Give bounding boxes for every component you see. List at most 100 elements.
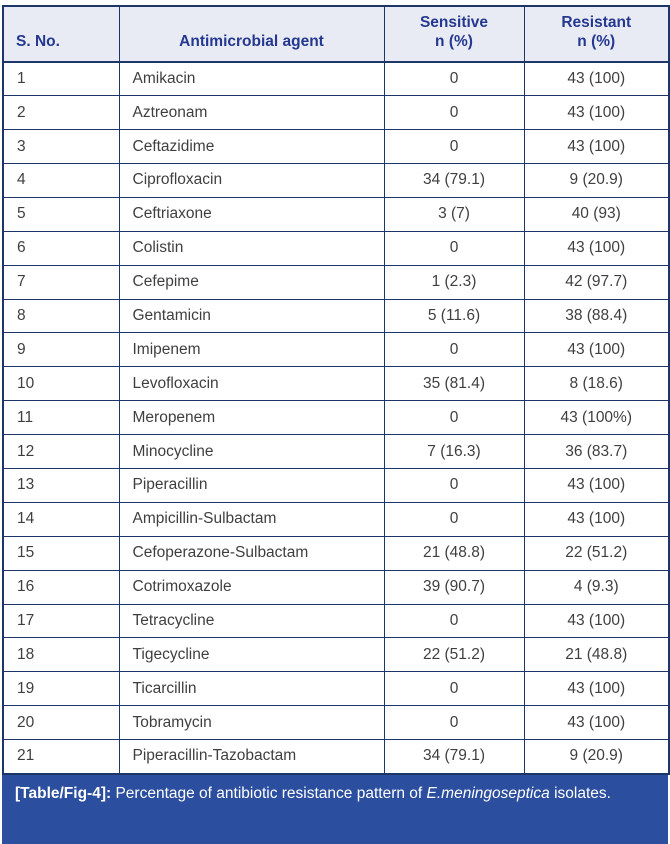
cell-agent: Imipenem bbox=[118, 332, 385, 368]
cell-sensitive: 3 (7) bbox=[383, 196, 525, 232]
table-row: 7 Cefepime 1 (2.3) 42 (97.7) bbox=[2, 264, 670, 300]
table-row: 9 Imipenem 0 43 (100) bbox=[2, 332, 670, 368]
cell-sno: 7 bbox=[2, 264, 120, 300]
table-row: 13 Piperacillin 0 43 (100) bbox=[2, 468, 670, 503]
caption-text: Percentage of antibiotic resistance patt… bbox=[115, 784, 423, 802]
cell-sensitive: 39 (90.7) bbox=[383, 569, 525, 605]
table-row: 18 Tigecycline 22 (51.2) 21 (48.8) bbox=[2, 637, 670, 673]
cell-agent: Meropenem bbox=[118, 400, 385, 436]
cell-sno: 16 bbox=[2, 569, 120, 605]
cell-agent: Cefepime bbox=[118, 264, 385, 300]
table-row: 15 Cefoperazone-Sulbactam 21 (48.8) 22 (51.… bbox=[2, 535, 670, 571]
cell-sno: 8 bbox=[2, 298, 120, 334]
caption-label: [Table/Fig-4]: bbox=[15, 784, 112, 802]
cell-agent: Tetracycline bbox=[118, 603, 385, 639]
table-row: 8 Gentamicin 5 (11.6) 38 (88.4) bbox=[2, 298, 670, 334]
caption-text-2: isolates. bbox=[554, 784, 611, 802]
table-row: 2 Aztreonam 0 43 (100) bbox=[2, 95, 670, 131]
header-row: S. No. Antimicrobial agent Sensitive n (%) R… bbox=[2, 5, 670, 63]
cell-agent: Ceftazidime bbox=[118, 129, 385, 164]
table-row: 21 Piperacillin-Tazobactam 34 (79.1) 9 (20.… bbox=[2, 739, 670, 775]
column-header-label: S. No. bbox=[16, 32, 60, 50]
cell-agent: Tobramycin bbox=[118, 705, 385, 741]
cell-sno: 11 bbox=[2, 400, 120, 436]
cell-resistant: 4 (9.3) bbox=[523, 569, 670, 605]
cell-resistant: 43 (100) bbox=[523, 61, 670, 97]
table-row: 14 Ampicillin-Sulbactam 0 43 (100) bbox=[2, 501, 670, 537]
table-header: S. No. Antimicrobial agent Sensitive n (%) R… bbox=[2, 5, 670, 63]
cell-sensitive: 0 bbox=[383, 705, 525, 741]
cell-sensitive: 0 bbox=[383, 230, 525, 266]
cell-sensitive: 0 bbox=[383, 468, 525, 503]
cell-resistant: 36 (83.7) bbox=[523, 434, 670, 469]
cell-sensitive: 1 (2.3) bbox=[383, 264, 525, 300]
cell-resistant: 43 (100) bbox=[523, 603, 670, 639]
cell-sensitive: 0 bbox=[383, 671, 525, 707]
cell-resistant: 9 (20.9) bbox=[523, 739, 670, 775]
cell-resistant: 38 (88.4) bbox=[523, 298, 670, 334]
cell-agent: Piperacillin-Tazobactam bbox=[118, 739, 385, 775]
cell-sno: 19 bbox=[2, 671, 120, 707]
cell-resistant: 9 (20.9) bbox=[523, 162, 670, 198]
cell-sensitive: 0 bbox=[383, 501, 525, 537]
table-body: 1 Amikacin 0 43 (100) 2 Aztreonam 0 43 (100) 3 Ce… bbox=[2, 61, 670, 775]
cell-resistant: 43 (100) bbox=[523, 671, 670, 707]
cell-resistant: 40 (93) bbox=[523, 196, 670, 232]
cell-resistant: 43 (100) bbox=[523, 468, 670, 503]
column-header-subline: n (%) bbox=[435, 32, 473, 50]
cell-sensitive: 0 bbox=[383, 332, 525, 368]
cell-agent: Cefoperazone-Sulbactam bbox=[118, 535, 385, 571]
cell-sno: 13 bbox=[2, 468, 120, 503]
cell-sno: 6 bbox=[2, 230, 120, 266]
cell-sno: 1 bbox=[2, 61, 120, 97]
cell-resistant: 22 (51.2) bbox=[523, 535, 670, 571]
antibiotic-resistance-table: S. No. Antimicrobial agent Sensitive n (%) R… bbox=[2, 5, 670, 775]
column-header-sensitive: Sensitive n (%) bbox=[383, 5, 525, 63]
cell-sensitive: 21 (48.8) bbox=[383, 535, 525, 571]
cell-agent: Amikacin bbox=[118, 61, 385, 97]
cell-resistant: 21 (48.8) bbox=[523, 637, 670, 673]
column-header-label: Antimicrobial agent bbox=[179, 32, 324, 50]
cell-agent: Ceftriaxone bbox=[118, 196, 385, 232]
cell-sno: 9 bbox=[2, 332, 120, 368]
cell-resistant: 43 (100) bbox=[523, 230, 670, 266]
table-row: 11 Meropenem 0 43 (100%) bbox=[2, 400, 670, 436]
column-header-label: Resistant bbox=[561, 14, 632, 31]
cell-sno: 2 bbox=[2, 95, 120, 131]
cell-sno: 3 bbox=[2, 129, 120, 164]
cell-agent: Minocycline bbox=[118, 434, 385, 469]
cell-agent: Ciprofloxacin bbox=[118, 162, 385, 198]
cell-agent: Gentamicin bbox=[118, 298, 385, 334]
column-header-sno: S. No. bbox=[2, 5, 120, 63]
cell-resistant: 43 (100) bbox=[523, 129, 670, 164]
cell-agent: Piperacillin bbox=[118, 468, 385, 503]
cell-sno: 4 bbox=[2, 162, 120, 198]
column-header-label: Sensitive bbox=[419, 14, 489, 31]
cell-resistant: 42 (97.7) bbox=[523, 264, 670, 300]
table-row: 1 Amikacin 0 43 (100) bbox=[2, 61, 670, 97]
cell-resistant: 43 (100) bbox=[523, 501, 670, 537]
cell-sensitive: 0 bbox=[383, 95, 525, 131]
cell-sensitive: 0 bbox=[383, 400, 525, 436]
cell-sensitive: 0 bbox=[383, 603, 525, 639]
figure-caption: [Table/Fig-4]: Percentage of antibiotic r… bbox=[2, 774, 668, 844]
cell-resistant: 43 (100) bbox=[523, 332, 670, 368]
cell-resistant: 43 (100) bbox=[523, 95, 670, 131]
table-row: 19 Ticarcillin 0 43 (100) bbox=[2, 671, 670, 707]
cell-sno: 15 bbox=[2, 535, 120, 571]
cell-agent: Colistin bbox=[118, 230, 385, 266]
cell-sensitive: 5 (11.6) bbox=[383, 298, 525, 334]
column-header-resistant: Resistant n (%) bbox=[523, 5, 670, 63]
cell-sensitive: 0 bbox=[383, 61, 525, 97]
cell-sno: 12 bbox=[2, 434, 120, 469]
table-row: 10 Levofloxacin 35 (81.4) 8 (18.6) bbox=[2, 366, 670, 402]
cell-sno: 10 bbox=[2, 366, 120, 402]
cell-sno: 17 bbox=[2, 603, 120, 639]
cell-sensitive: 22 (51.2) bbox=[383, 637, 525, 673]
table-row: 3 Ceftazidime 0 43 (100) bbox=[2, 129, 670, 164]
table-row: 5 Ceftriaxone 3 (7) 40 (93) bbox=[2, 196, 670, 232]
column-header-subline: n (%) bbox=[577, 32, 616, 50]
cell-sensitive: 34 (79.1) bbox=[383, 739, 525, 775]
column-header-agent: Antimicrobial agent bbox=[118, 5, 385, 63]
